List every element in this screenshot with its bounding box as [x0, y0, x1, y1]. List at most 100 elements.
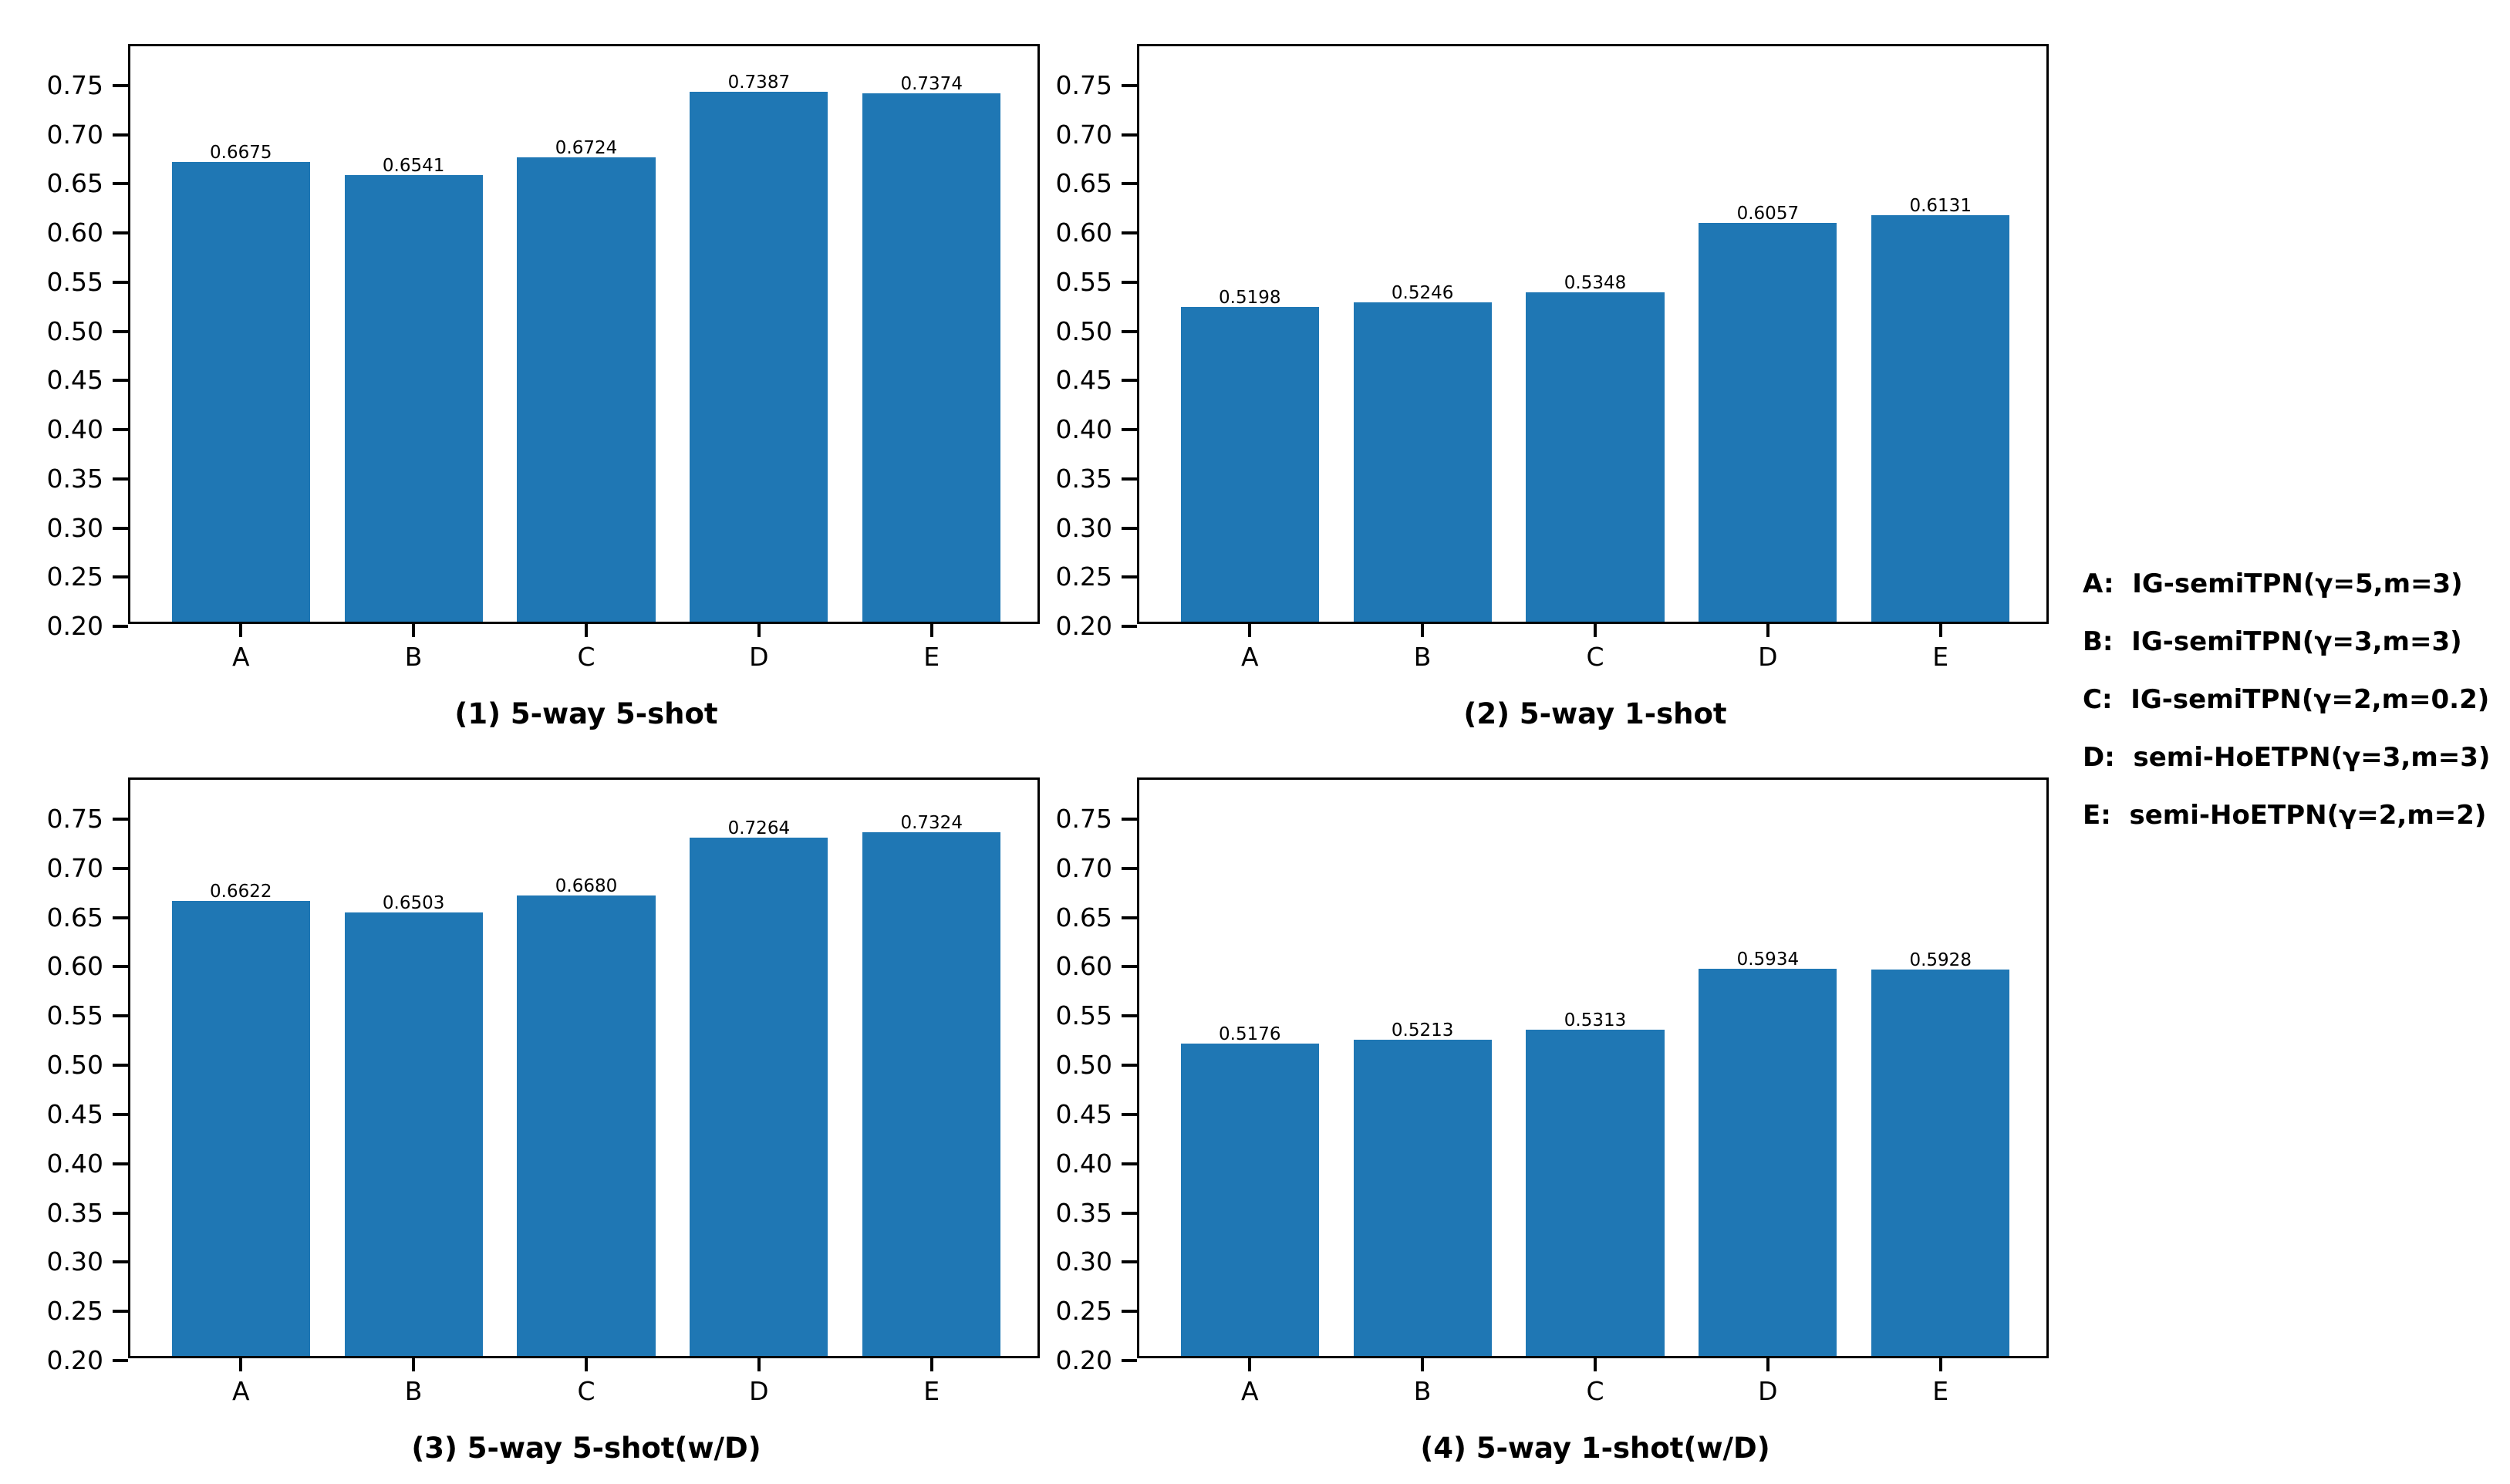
y-tick-label: 0.45 — [1055, 365, 1112, 396]
y-tick-mark — [1122, 1162, 1137, 1165]
bar-value-label: 0.7374 — [900, 74, 963, 95]
bar-value-label: 0.7387 — [727, 73, 791, 93]
legend-item: E: semi-HoETPN(γ=2,m=2) — [2083, 800, 2487, 831]
bar-value-label: 0.6675 — [210, 143, 272, 164]
y-tick-label: 0.55 — [1055, 266, 1112, 297]
legend-item: D: semi-HoETPN(γ=3,m=3) — [2083, 742, 2491, 773]
bar — [1526, 1030, 1665, 1356]
y-tick-label: 0.40 — [1055, 1148, 1112, 1179]
y-tick-label: 0.25 — [1055, 1296, 1112, 1327]
y-tick-mark — [113, 182, 128, 186]
x-tick-label: C — [1586, 1376, 1604, 1406]
y-tick-mark — [1122, 1064, 1137, 1067]
bar — [517, 157, 656, 622]
y-tick-mark — [1122, 916, 1137, 919]
y-tick-label: 0.55 — [46, 266, 103, 297]
x-tick-mark — [412, 1358, 416, 1371]
x-tick-mark — [585, 1358, 588, 1371]
y-tick-mark — [1122, 1014, 1137, 1018]
y-tick-label: 0.65 — [46, 902, 103, 933]
y-tick-label: 0.35 — [1055, 463, 1112, 494]
subplot-title: (2) 5-way 1-shot — [1463, 697, 1727, 730]
y-tick-mark — [113, 526, 128, 530]
y-tick-label: 0.20 — [1055, 611, 1112, 641]
bar — [1871, 969, 2010, 1356]
y-tick-mark — [1122, 477, 1137, 481]
bar-value-label: 0.6622 — [210, 882, 272, 902]
bar — [1353, 1039, 1492, 1356]
x-tick-mark — [1594, 623, 1597, 637]
bar-value-label: 0.6724 — [555, 137, 618, 158]
y-tick-label: 0.65 — [1055, 168, 1112, 199]
y-tick-mark — [113, 1112, 128, 1116]
y-tick-mark — [113, 818, 128, 821]
x-tick-mark — [757, 1358, 761, 1371]
y-tick-mark — [113, 575, 128, 579]
x-tick-mark — [1938, 623, 1942, 637]
y-tick-mark — [113, 1310, 128, 1314]
x-tick-label: A — [1240, 642, 1259, 672]
bar — [862, 831, 1001, 1356]
y-tick-mark — [1122, 625, 1137, 628]
bar-value-label: 0.5246 — [1391, 283, 1454, 304]
y-tick-label: 0.30 — [46, 512, 103, 543]
y-tick-label: 0.75 — [1055, 804, 1112, 835]
y-tick-label: 0.70 — [46, 119, 103, 150]
x-tick-mark — [929, 1358, 933, 1371]
y-tick-label: 0.75 — [46, 69, 103, 100]
y-tick-mark — [113, 329, 128, 333]
x-tick-mark — [1421, 1358, 1425, 1371]
x-tick-mark — [585, 623, 588, 637]
bar-value-label: 0.5198 — [1219, 288, 1281, 309]
y-tick-label: 0.65 — [46, 168, 103, 199]
subplot-1-axes: 0.20 0.25 0.30 0.35 0.40 0.45 0.50 0.55 0.60 0.65… — [47, 44, 1040, 730]
y-tick-mark — [113, 133, 128, 137]
x-tick-mark — [239, 623, 243, 637]
y-tick-label: 0.50 — [1055, 315, 1112, 346]
subplot-title: (1) 5-way 5-shot — [454, 697, 718, 730]
y-tick-label: 0.40 — [1055, 414, 1112, 445]
x-tick-label: A — [1240, 1376, 1259, 1406]
x-tick-label: D — [1758, 1376, 1778, 1406]
y-tick-mark — [1122, 1260, 1137, 1264]
subplot-title: (4) 5-way 1-shot(w/D) — [1420, 1432, 1770, 1465]
x-tick-label: D — [1758, 642, 1778, 672]
bar — [862, 93, 1001, 622]
y-tick-label: 0.55 — [1055, 1000, 1112, 1031]
y-tick-label: 0.55 — [46, 1000, 103, 1031]
y-tick-mark — [113, 1359, 128, 1362]
y-tick-mark — [113, 625, 128, 628]
y-tick-mark — [1122, 818, 1137, 821]
x-tick-label: B — [404, 1376, 423, 1406]
bar — [344, 175, 483, 622]
y-tick-mark — [113, 379, 128, 383]
x-tick-mark — [239, 1358, 243, 1371]
y-tick-label: 0.60 — [1055, 951, 1112, 982]
y-tick-mark — [113, 866, 128, 870]
y-tick-mark — [1122, 329, 1137, 333]
x-tick-label: B — [1413, 642, 1432, 672]
y-tick-mark — [1122, 866, 1137, 870]
y-tick-mark — [113, 1064, 128, 1067]
y-tick-mark — [1122, 1359, 1137, 1362]
bar-value-label: 0.5213 — [1391, 1020, 1454, 1040]
y-tick-label: 0.30 — [1055, 512, 1112, 543]
subplot-title: (3) 5-way 5-shot(w/D) — [411, 1432, 761, 1465]
y-tick-label: 0.70 — [1055, 119, 1112, 150]
x-tick-mark — [1421, 623, 1425, 637]
bar-value-label: 0.6680 — [555, 875, 618, 896]
y-tick-mark — [113, 1162, 128, 1165]
bar — [1180, 307, 1319, 622]
y-tick-mark — [113, 1260, 128, 1264]
y-tick-mark — [1122, 133, 1137, 137]
x-tick-label: E — [923, 1376, 940, 1406]
bar — [1180, 1043, 1319, 1356]
bar — [171, 901, 310, 1356]
x-tick-label: C — [577, 642, 595, 672]
y-tick-mark — [1122, 526, 1137, 530]
y-tick-mark — [113, 1211, 128, 1215]
x-tick-label: C — [1586, 642, 1604, 672]
y-tick-mark — [1122, 965, 1137, 969]
y-tick-label: 0.45 — [1055, 1098, 1112, 1129]
